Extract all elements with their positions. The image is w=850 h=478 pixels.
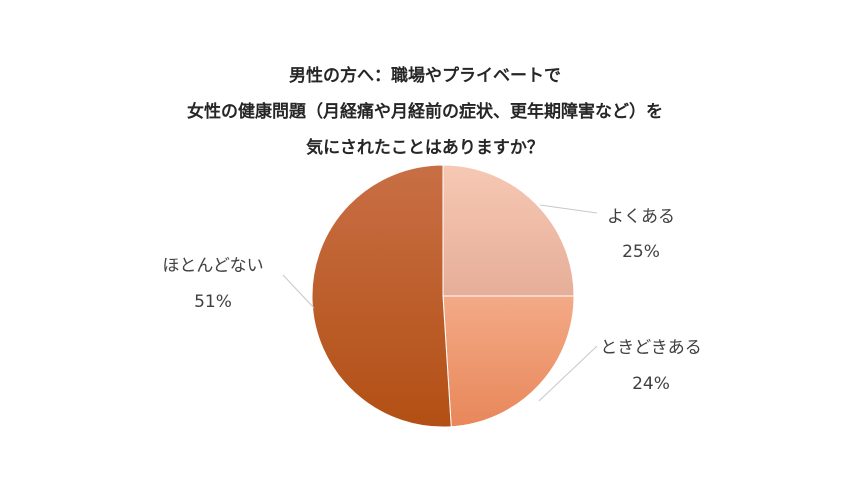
slice-value-label-1: 25% [622,242,660,262]
pie-slice-2 [442,295,575,428]
leader-line-3 [282,274,315,309]
pie-slice-1 [442,164,575,297]
slice-label-2: ときどきある [600,338,702,358]
leader-line-2 [538,345,598,402]
chart-title-line-2: 女性の健康問題（月経痛や月経前の症状、更年期障害など）を [187,102,663,122]
leader-line-1 [539,204,598,214]
slice-label-1: よくある [607,207,675,227]
chart-title-line-1: 男性の方へ：職場やプライベートで [289,66,561,86]
slice-value-label-3: 51% [194,292,232,312]
slice-value-label-2: 24% [632,374,670,394]
slice-label-3: ほとんどない [162,256,263,276]
chart-title-line-3: 気にされたことはありますか？ [306,138,544,158]
pie-slice-3 [311,164,452,428]
